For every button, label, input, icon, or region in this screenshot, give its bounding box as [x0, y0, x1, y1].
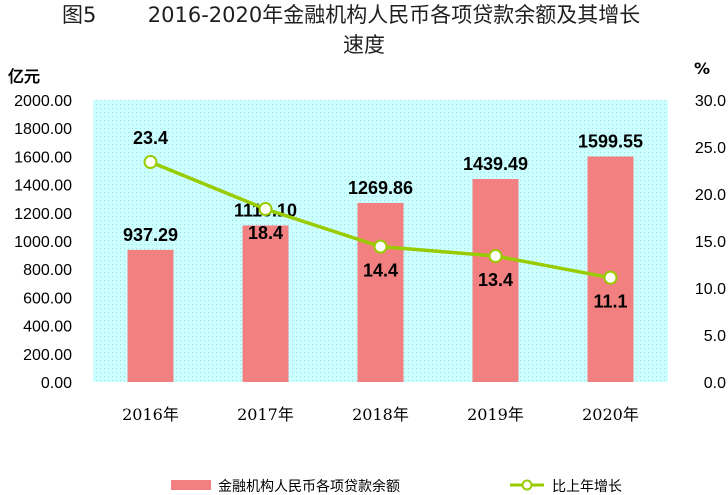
line-value-label: 13.4	[478, 270, 513, 290]
bar-value-label: 1439.49	[463, 154, 528, 174]
legend-bar-swatch	[171, 480, 211, 490]
line-point	[143, 155, 158, 170]
bar-value-label: 1599.55	[578, 131, 643, 151]
line-value-label: 18.4	[248, 223, 283, 243]
line-point	[488, 249, 503, 264]
bar-value-label: 1269.86	[348, 178, 413, 198]
line-value-label: 14.4	[363, 261, 398, 281]
right-tick-label: 0.0	[704, 375, 726, 392]
left-axis-unit: 亿元	[8, 67, 40, 86]
left-axis: 0.00 200.00 400.00 600.00 800.00 1000.00 1200.…	[14, 93, 72, 392]
line-point	[603, 270, 618, 285]
left-tick-label: 200.00	[23, 347, 72, 364]
chart-title-line2: 速度	[343, 33, 385, 57]
line-value-label: 23.4	[133, 128, 168, 148]
left-tick-label: 400.00	[23, 319, 72, 336]
left-tick-label: 1400.00	[14, 178, 72, 195]
right-tick-label: 10.0	[695, 281, 726, 298]
left-tick-label: 1600.00	[14, 149, 72, 166]
bar	[472, 179, 519, 382]
line-point	[373, 239, 388, 254]
right-tick-label: 15.0	[695, 234, 726, 251]
left-tick-label: 1000.00	[14, 234, 72, 251]
right-tick-label: 30.0	[695, 93, 726, 110]
left-tick-label: 1800.00	[14, 121, 72, 138]
legend-bar-label: 金融机构人民币各项贷款余额	[218, 478, 400, 495]
left-tick-label: 800.00	[23, 262, 72, 279]
legend-line-label: 比上年增长	[552, 479, 622, 495]
right-axis-unit: %	[694, 59, 710, 78]
legend-line-marker	[521, 479, 533, 491]
left-tick-label: 2000.00	[14, 93, 72, 110]
line-value-label: 11.1	[593, 292, 627, 312]
category-label: 2016年	[122, 405, 179, 424]
line-point	[258, 202, 273, 217]
category-label: 2020年	[582, 405, 639, 424]
right-axis: 0.0 5.0 10.0 15.0 20.0 25.0 30.0	[695, 93, 726, 392]
bar-value-label: 937.29	[123, 225, 178, 245]
right-tick-label: 25.0	[695, 140, 726, 157]
right-tick-label: 5.0	[704, 328, 726, 345]
chart-title: 2016-2020年金融机构人民币各项贷款余额及其增长	[0, 2, 728, 28]
bar	[127, 249, 174, 382]
category-axis: 2016年 2017年 2018年 2019年 2020年	[122, 405, 639, 424]
chart-title-line1: 2016-2020年金融机构人民币各项贷款余额及其增长	[147, 3, 641, 27]
category-label: 2017年	[237, 405, 294, 424]
bar	[242, 225, 289, 382]
right-tick-label: 20.0	[695, 187, 726, 204]
category-label: 2019年	[467, 405, 524, 424]
category-label: 2018年	[352, 405, 409, 424]
left-tick-label: 1200.00	[14, 206, 72, 223]
legend: 金融机构人民币各项贷款余额 比上年增长	[171, 478, 622, 495]
line-series: 23.4 18.4 14.4 13.4 11.1	[133, 128, 628, 312]
figure-number: 图5	[62, 3, 97, 27]
bar	[587, 156, 634, 382]
bar	[357, 202, 404, 382]
left-tick-label: 600.00	[23, 290, 72, 307]
left-tick-label: 0.00	[41, 375, 72, 392]
